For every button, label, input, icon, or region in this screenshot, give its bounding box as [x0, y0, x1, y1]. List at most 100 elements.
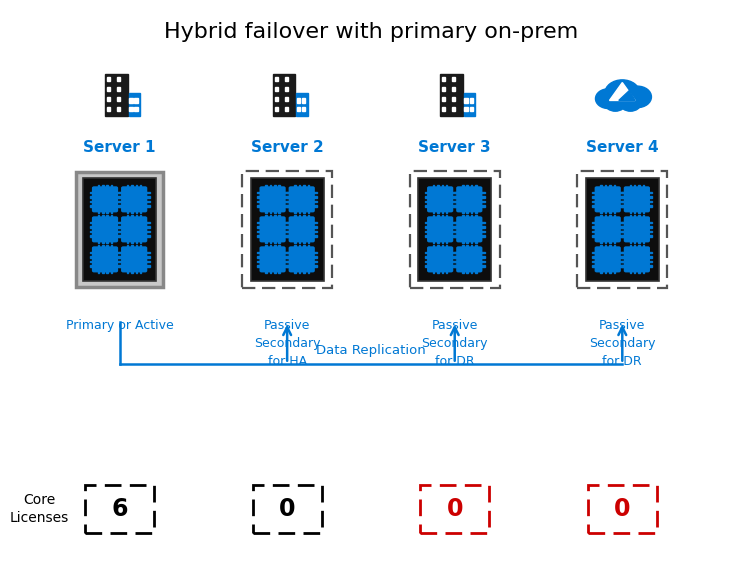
FancyBboxPatch shape	[462, 241, 463, 244]
FancyBboxPatch shape	[643, 185, 644, 188]
FancyBboxPatch shape	[634, 215, 635, 218]
FancyBboxPatch shape	[121, 216, 148, 242]
FancyBboxPatch shape	[609, 241, 610, 244]
FancyBboxPatch shape	[116, 252, 120, 253]
FancyBboxPatch shape	[269, 215, 271, 218]
FancyBboxPatch shape	[102, 185, 103, 188]
FancyBboxPatch shape	[593, 231, 597, 232]
FancyBboxPatch shape	[441, 245, 443, 248]
FancyBboxPatch shape	[466, 271, 468, 273]
FancyBboxPatch shape	[630, 245, 631, 248]
FancyBboxPatch shape	[618, 192, 623, 193]
FancyBboxPatch shape	[278, 215, 280, 218]
Polygon shape	[618, 90, 635, 101]
FancyBboxPatch shape	[613, 271, 615, 273]
FancyBboxPatch shape	[269, 271, 271, 273]
FancyBboxPatch shape	[76, 172, 163, 286]
FancyBboxPatch shape	[131, 185, 133, 188]
FancyBboxPatch shape	[442, 77, 445, 81]
FancyBboxPatch shape	[593, 257, 597, 258]
FancyBboxPatch shape	[621, 196, 626, 198]
FancyBboxPatch shape	[621, 201, 626, 202]
FancyBboxPatch shape	[609, 211, 610, 213]
FancyBboxPatch shape	[145, 226, 150, 228]
FancyBboxPatch shape	[294, 245, 296, 248]
FancyBboxPatch shape	[106, 215, 108, 218]
FancyBboxPatch shape	[630, 241, 631, 244]
FancyBboxPatch shape	[621, 236, 626, 237]
FancyBboxPatch shape	[609, 271, 610, 273]
FancyBboxPatch shape	[648, 221, 652, 223]
FancyBboxPatch shape	[89, 266, 94, 267]
FancyBboxPatch shape	[441, 215, 443, 218]
FancyBboxPatch shape	[630, 185, 631, 188]
FancyBboxPatch shape	[586, 177, 659, 281]
FancyBboxPatch shape	[258, 226, 262, 228]
FancyBboxPatch shape	[454, 257, 458, 258]
FancyBboxPatch shape	[601, 271, 602, 273]
FancyBboxPatch shape	[466, 245, 468, 248]
FancyBboxPatch shape	[119, 257, 123, 258]
FancyBboxPatch shape	[117, 107, 120, 111]
FancyBboxPatch shape	[475, 215, 477, 218]
FancyBboxPatch shape	[275, 86, 277, 91]
FancyBboxPatch shape	[260, 216, 286, 242]
FancyBboxPatch shape	[283, 221, 288, 223]
FancyBboxPatch shape	[480, 236, 485, 237]
FancyBboxPatch shape	[278, 271, 280, 273]
FancyBboxPatch shape	[283, 205, 288, 207]
FancyBboxPatch shape	[601, 215, 602, 218]
FancyBboxPatch shape	[634, 241, 635, 244]
FancyBboxPatch shape	[437, 241, 438, 244]
FancyBboxPatch shape	[117, 77, 120, 81]
FancyBboxPatch shape	[471, 271, 472, 273]
FancyBboxPatch shape	[269, 241, 271, 244]
FancyBboxPatch shape	[437, 215, 438, 218]
FancyBboxPatch shape	[289, 246, 315, 272]
FancyBboxPatch shape	[475, 245, 477, 248]
FancyBboxPatch shape	[128, 93, 140, 116]
FancyBboxPatch shape	[97, 241, 99, 244]
FancyBboxPatch shape	[258, 257, 262, 258]
FancyBboxPatch shape	[437, 185, 438, 188]
FancyBboxPatch shape	[116, 205, 120, 207]
FancyBboxPatch shape	[102, 245, 103, 248]
FancyBboxPatch shape	[89, 192, 94, 193]
FancyBboxPatch shape	[136, 271, 137, 273]
FancyBboxPatch shape	[286, 205, 291, 207]
Polygon shape	[610, 82, 635, 101]
FancyBboxPatch shape	[609, 185, 610, 188]
FancyBboxPatch shape	[258, 205, 262, 207]
FancyBboxPatch shape	[480, 192, 485, 193]
FancyBboxPatch shape	[643, 211, 644, 213]
FancyBboxPatch shape	[418, 177, 492, 281]
FancyBboxPatch shape	[437, 271, 438, 273]
FancyBboxPatch shape	[258, 221, 262, 223]
FancyBboxPatch shape	[116, 257, 120, 258]
FancyBboxPatch shape	[294, 271, 296, 273]
FancyBboxPatch shape	[462, 215, 463, 218]
FancyBboxPatch shape	[289, 216, 315, 242]
FancyBboxPatch shape	[621, 266, 626, 267]
FancyBboxPatch shape	[638, 271, 640, 273]
FancyBboxPatch shape	[145, 221, 150, 223]
FancyBboxPatch shape	[258, 252, 262, 253]
FancyBboxPatch shape	[285, 97, 288, 101]
FancyBboxPatch shape	[275, 97, 277, 101]
FancyBboxPatch shape	[283, 196, 288, 198]
Circle shape	[596, 89, 621, 108]
FancyBboxPatch shape	[129, 107, 133, 111]
FancyBboxPatch shape	[648, 266, 652, 267]
FancyBboxPatch shape	[127, 185, 128, 188]
FancyBboxPatch shape	[425, 205, 430, 207]
FancyBboxPatch shape	[618, 266, 623, 267]
FancyBboxPatch shape	[452, 107, 455, 111]
FancyBboxPatch shape	[446, 211, 447, 213]
FancyBboxPatch shape	[116, 261, 120, 262]
FancyBboxPatch shape	[648, 226, 652, 228]
FancyBboxPatch shape	[106, 245, 108, 248]
FancyBboxPatch shape	[593, 266, 597, 267]
FancyBboxPatch shape	[621, 261, 626, 262]
FancyBboxPatch shape	[278, 211, 280, 213]
FancyBboxPatch shape	[308, 215, 309, 218]
